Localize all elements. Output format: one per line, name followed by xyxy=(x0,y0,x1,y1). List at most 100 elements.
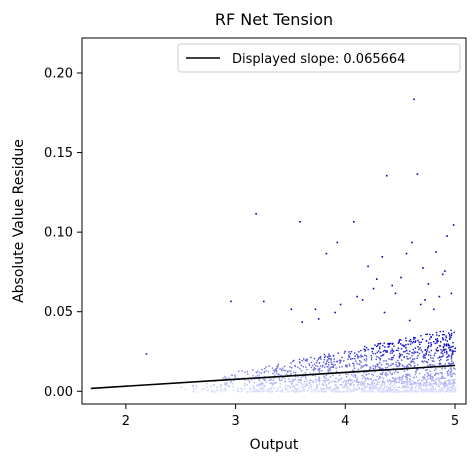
scatter-point xyxy=(447,356,449,358)
scatter-point xyxy=(371,390,374,392)
scatter-point xyxy=(302,390,304,392)
scatter-point xyxy=(370,357,373,359)
scatter-point xyxy=(388,342,391,345)
scatter-point xyxy=(437,377,439,379)
scatter-point xyxy=(318,357,321,359)
scatter-point xyxy=(329,369,331,371)
scatter-point xyxy=(434,342,436,345)
scatter-point xyxy=(409,390,411,392)
scatter-point xyxy=(233,389,235,391)
scatter-point xyxy=(306,358,308,360)
scatter-point xyxy=(392,391,394,393)
scatter-point xyxy=(449,390,451,392)
scatter-point xyxy=(345,381,347,384)
scatter-point xyxy=(328,382,330,385)
scatter-point xyxy=(385,390,387,393)
scatter-point xyxy=(419,347,421,349)
scatter-point xyxy=(332,366,335,369)
scatter-point xyxy=(387,391,389,393)
scatter-point xyxy=(398,356,400,358)
scatter-point xyxy=(210,385,212,387)
scatter-point xyxy=(275,370,278,373)
scatter-point xyxy=(429,390,431,392)
scatter-point xyxy=(322,364,324,366)
scatter-point xyxy=(221,389,223,391)
scatter-point xyxy=(322,383,324,385)
scatter-point xyxy=(330,358,332,360)
scatter-point xyxy=(262,387,265,389)
scatter-point xyxy=(423,376,425,378)
scatter-point xyxy=(268,380,271,382)
scatter-point xyxy=(299,368,301,370)
scatter-point xyxy=(430,364,432,366)
scatter-point xyxy=(415,351,417,353)
scatter-point xyxy=(329,381,331,383)
scatter-point xyxy=(389,380,391,382)
scatter-point xyxy=(358,351,360,353)
scatter-point xyxy=(361,390,364,392)
scatter-point xyxy=(352,389,354,391)
scatter-point xyxy=(295,383,297,386)
scatter-point xyxy=(422,376,424,378)
y-tick-label: 0.15 xyxy=(44,146,73,161)
scatter-point xyxy=(291,382,293,385)
scatter-point xyxy=(292,378,294,381)
scatter-point xyxy=(278,378,281,381)
scatter-point xyxy=(310,361,313,364)
scatter-point xyxy=(443,381,446,384)
scatter-point xyxy=(379,359,381,361)
scatter-point xyxy=(349,358,352,360)
scatter-point xyxy=(421,351,424,353)
scatter-point xyxy=(449,388,451,391)
scatter-point xyxy=(358,356,360,358)
scatter-point xyxy=(385,174,388,177)
scatter-point xyxy=(193,390,195,392)
scatter-point xyxy=(351,369,354,371)
scatter-point xyxy=(319,356,322,358)
scatter-point xyxy=(285,373,287,375)
scatter-point xyxy=(305,384,307,387)
scatter-point xyxy=(382,377,384,380)
scatter-point xyxy=(323,353,325,356)
scatter-point xyxy=(426,333,429,335)
scatter-point xyxy=(453,390,455,392)
scatter-point xyxy=(426,361,429,364)
scatter-point xyxy=(364,364,367,366)
scatter-point xyxy=(377,363,379,365)
scatter-point xyxy=(336,241,339,244)
scatter-point xyxy=(356,379,358,381)
scatter-point xyxy=(433,364,436,367)
scatter-point xyxy=(367,265,369,268)
x-axis-title: Output xyxy=(250,437,299,453)
scatter-point xyxy=(441,273,444,276)
scatter-point xyxy=(381,373,383,376)
scatter-point xyxy=(444,391,446,393)
scatter-point xyxy=(405,337,407,339)
scatter-point xyxy=(409,363,411,366)
scatter-point xyxy=(258,380,261,382)
scatter-point xyxy=(316,365,319,367)
scatter-point xyxy=(445,344,448,346)
scatter-point xyxy=(348,354,350,357)
scatter-point xyxy=(428,383,430,386)
scatter-point xyxy=(383,387,385,390)
scatter-point xyxy=(341,377,343,380)
scatter-point xyxy=(454,373,456,375)
scatter-point xyxy=(308,381,310,384)
scatter-point xyxy=(444,387,446,389)
scatter-point xyxy=(228,385,231,387)
scatter-point xyxy=(301,370,303,372)
scatter-point xyxy=(299,386,301,389)
scatter-point xyxy=(298,391,300,393)
scatter-point xyxy=(313,370,315,372)
scatter-point xyxy=(364,345,366,348)
scatter-point xyxy=(284,387,286,389)
scatter-point xyxy=(435,348,437,351)
scatter-point xyxy=(357,355,359,357)
scatter-point xyxy=(418,379,420,381)
scatter-point xyxy=(273,381,276,384)
scatter-point xyxy=(240,387,242,390)
scatter-point xyxy=(389,372,391,374)
scatter-point xyxy=(431,377,434,379)
scatter-point xyxy=(278,377,281,379)
